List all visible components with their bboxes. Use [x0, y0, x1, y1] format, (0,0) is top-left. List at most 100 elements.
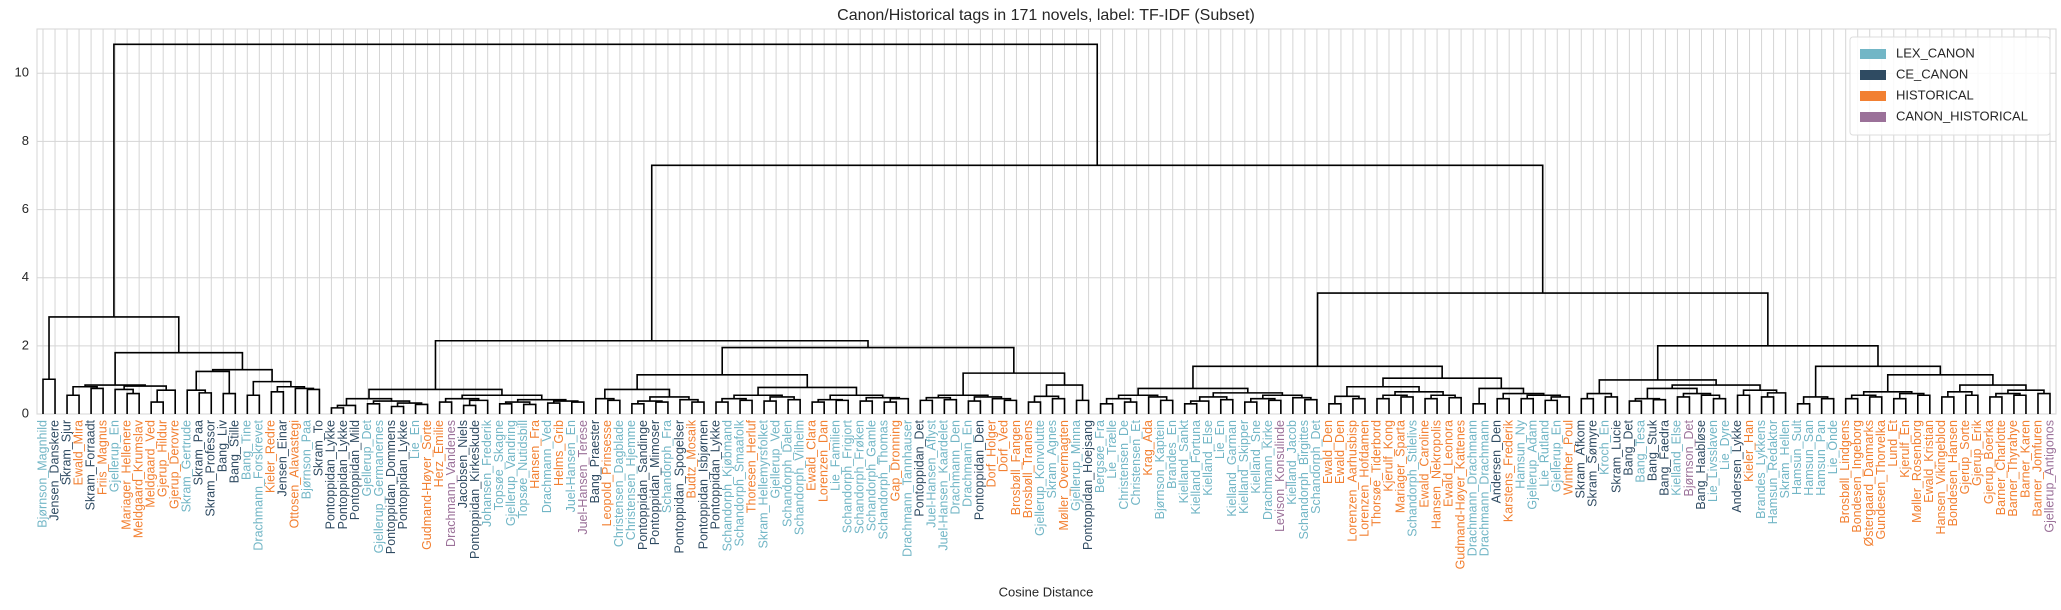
- leaf-label: Bondesen_Hansen: [1946, 420, 1960, 526]
- leaf-label: Kielland_Fortuna: [1189, 420, 1203, 515]
- merge-link: [962, 372, 1066, 396]
- leaf-label: Drachmann_Den: [949, 420, 963, 515]
- merge-link: [438, 401, 453, 414]
- merge-link: [1394, 391, 1444, 396]
- merge-link: [123, 385, 167, 391]
- leaf-label: Drachmann_Drachmann: [1477, 420, 1491, 556]
- leaf-label: Møller_Rosenborg: [1910, 420, 1924, 523]
- merge-link: [721, 346, 1015, 375]
- leaf-label: Pontoppidan_Spogelser: [672, 420, 686, 553]
- merge-link: [336, 404, 357, 414]
- leaf-label: Schandorph_Frigjort: [841, 419, 855, 533]
- merge-link: [1844, 397, 1859, 414]
- leaf-label: Schandorph_Kjøbmand: [720, 420, 734, 551]
- leaf-label: Jensen_Danskere: [47, 420, 61, 521]
- merge-link: [1304, 398, 1318, 414]
- leaf-label: Bjørnson_Kaptein: [1153, 420, 1167, 519]
- leaf-label: Pontoppidan_Lykke: [396, 420, 410, 529]
- merge-link: [66, 394, 80, 414]
- leaf-label: Ewald_Caroline: [1417, 420, 1431, 508]
- leaf-label: Helms_Grib: [552, 420, 566, 486]
- merge-link: [1802, 396, 1829, 404]
- leaf-label: Bang_Stille: [228, 420, 242, 483]
- merge-link: [1544, 399, 1559, 414]
- leaf-label: Gjerup_Boerka: [1982, 420, 1996, 504]
- leaf-label: Schandorph_Gamle: [865, 420, 879, 531]
- leaf-label: Kielland_Skipper: [1237, 420, 1251, 514]
- grid: [37, 29, 2056, 415]
- leaf-label: Pontoppidan_Dommens: [384, 420, 398, 554]
- merge-link: [1712, 397, 1727, 414]
- merge-link: [1192, 365, 1443, 389]
- leaf-label: Skram_Lucie: [1610, 420, 1624, 493]
- merge-link: [113, 43, 1099, 317]
- leaf-label: Ewald_Den: [1321, 420, 1335, 484]
- leaf-label: Schandorph_Vilhelm: [792, 420, 806, 535]
- leaf-label: Brandes_Lykkens: [1754, 420, 1768, 519]
- merge-link: [368, 388, 503, 399]
- leaf-label: Lorenzen_Hofdamen: [1357, 420, 1371, 537]
- merge-link: [1796, 402, 1811, 414]
- leaf-label: Bjørnson_Magnhild: [35, 420, 49, 528]
- leaf-label: Lie_Dyre: [1718, 420, 1732, 470]
- leaf-label: Lorenzen_Dan: [816, 420, 830, 502]
- merge-link: [889, 397, 910, 414]
- merge-link: [757, 386, 858, 396]
- merge-link: [2013, 394, 2027, 414]
- merge-link: [1334, 395, 1360, 404]
- leaf-label: Skram_Hellemyrsfolket: [756, 419, 770, 548]
- merge-link: [1766, 392, 1787, 414]
- leaf-label: Pontoppidan_Lykke: [708, 420, 722, 529]
- leaf-label: Skram_Agnes: [1045, 420, 1059, 499]
- merge-link: [1099, 402, 1114, 414]
- merge-link: [1814, 365, 1942, 397]
- leaf-label: Ewald_Leonora: [1441, 420, 1455, 507]
- leaf-label: Topsøe_Nutidsbill: [516, 420, 530, 519]
- leaf-label: Drachmann_En: [961, 420, 975, 507]
- leaf-label: Friis_Magnus: [95, 420, 109, 495]
- legend-swatch: [1860, 49, 1886, 59]
- y-tick-label: 4: [22, 269, 29, 284]
- leaf-label: Ewald_Den: [1333, 420, 1347, 484]
- leaf-label: Gjellerup_Vandring: [504, 420, 518, 526]
- merge-link: [1316, 292, 1769, 367]
- leaf-label: Gudmand-Høyer_Kattenes: [1453, 420, 1467, 569]
- merge-link: [246, 394, 261, 414]
- merge-link: [607, 399, 621, 414]
- merge-link: [294, 387, 315, 414]
- leaf-label: Bang_Faedra: [1658, 420, 1672, 496]
- leaf-label: Lorenzen_Aarhusbisp: [1345, 420, 1359, 542]
- leaf-label: Skram_Hellen: [1778, 420, 1792, 499]
- merge-link: [1598, 379, 1717, 394]
- leaf-label: Winther_Poul: [1562, 420, 1576, 495]
- leaf-label: Skram_Forraadt: [83, 419, 97, 510]
- leaf-label: Mariager_Hellenere: [119, 420, 133, 530]
- merge-link: [715, 401, 729, 414]
- leaf-label: Østergaard_Danmarks: [1862, 420, 1876, 546]
- leaf-label: Herz_Emilie: [432, 420, 446, 487]
- merge-link: [1400, 396, 1414, 414]
- leaf-label: Gjellerup_Det: [360, 419, 374, 496]
- leaf-label: Schandorph_Smaafolk: [732, 419, 746, 546]
- merge-link: [1027, 401, 1042, 414]
- merge-link: [973, 396, 1003, 402]
- y-tick-label: 8: [22, 133, 29, 148]
- leaf-label: Skram_Sjur: [59, 420, 73, 485]
- leaf-label: Hamsun_Pan: [1814, 420, 1828, 496]
- merge-link: [919, 399, 934, 414]
- leaf-label: Drachmann_Kirke: [1261, 420, 1275, 520]
- leaf-label: Brosbøll_Fangen: [1009, 420, 1023, 515]
- merge-link: [1382, 377, 1503, 389]
- chart-title: Canon/Historical tags in 171 novels, lab…: [837, 7, 1255, 24]
- merge-link: [1219, 398, 1234, 414]
- leaf-label: Bondesen_Ingeborg: [1850, 420, 1864, 533]
- leaf-label: Jensen_Einar: [276, 420, 290, 496]
- leaf-label: Andersen_Lykke: [1730, 420, 1744, 513]
- leaf-label: Brosbøll_Lindgens: [1838, 420, 1852, 524]
- leaf-label: Lie_Trælle: [1105, 420, 1119, 479]
- merge-link: [1820, 397, 1835, 414]
- leaf-label: Gjellerup_Konvolutte: [1033, 420, 1047, 536]
- leaf-label: Hamsun_Sult: [1790, 419, 1804, 495]
- leaf-label: Dorf_Ved: [997, 420, 1011, 472]
- merge-link: [1916, 394, 1931, 414]
